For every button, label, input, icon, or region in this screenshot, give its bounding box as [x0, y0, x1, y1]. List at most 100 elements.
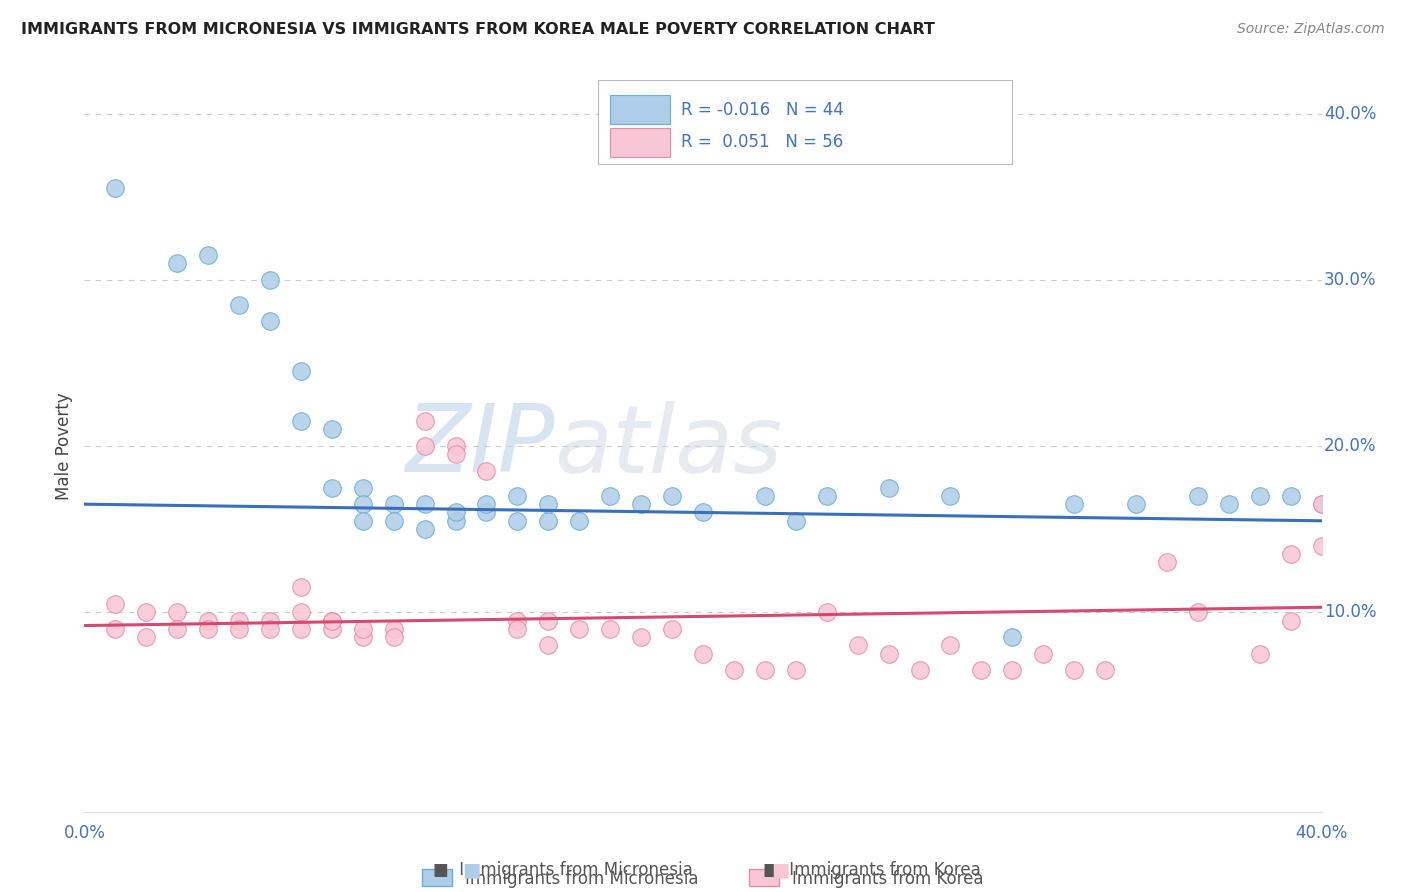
Point: [630, 630, 652, 644]
Point: [1063, 664, 1085, 678]
Text: 10.0%: 10.0%: [1324, 603, 1376, 621]
Point: [413, 414, 436, 428]
Point: [444, 439, 467, 453]
Point: [692, 506, 714, 520]
Text: ZIP: ZIP: [405, 401, 554, 491]
Point: [135, 630, 157, 644]
Point: [537, 514, 560, 528]
Point: [413, 439, 436, 453]
Point: [1032, 647, 1054, 661]
Point: [1249, 647, 1271, 661]
Text: 30.0%: 30.0%: [1324, 271, 1376, 289]
Point: [166, 622, 188, 636]
Point: [1279, 489, 1302, 503]
Point: [382, 497, 405, 511]
Point: [135, 605, 157, 619]
Point: [166, 605, 188, 619]
Point: [1156, 555, 1178, 569]
Point: [877, 647, 900, 661]
Point: [475, 464, 498, 478]
Text: ■: ■: [770, 860, 790, 880]
Point: [692, 647, 714, 661]
Point: [599, 489, 621, 503]
Point: [475, 497, 498, 511]
Point: [1187, 489, 1209, 503]
Bar: [610, 128, 669, 157]
Point: [970, 664, 993, 678]
Point: [630, 497, 652, 511]
Point: [228, 614, 250, 628]
Point: [1310, 497, 1333, 511]
Point: [877, 481, 900, 495]
Point: [1218, 497, 1240, 511]
Text: ■  Immigrants from Micronesia: ■ Immigrants from Micronesia: [433, 861, 692, 879]
Point: [104, 181, 127, 195]
Point: [444, 514, 467, 528]
Text: 20.0%: 20.0%: [1324, 437, 1376, 455]
Point: [1310, 539, 1333, 553]
Point: [723, 664, 745, 678]
Point: [815, 489, 838, 503]
Point: [352, 622, 374, 636]
Point: [537, 639, 560, 653]
Legend: Immigrants from Micronesia, Immigrants from Korea: Immigrants from Micronesia, Immigrants f…: [422, 870, 984, 888]
Point: [475, 506, 498, 520]
Point: [754, 664, 776, 678]
Point: [506, 622, 529, 636]
Point: [1279, 614, 1302, 628]
Point: [382, 622, 405, 636]
Text: ■: ■: [461, 860, 481, 880]
Bar: [610, 95, 669, 124]
Point: [506, 614, 529, 628]
Point: [599, 622, 621, 636]
Point: [939, 639, 962, 653]
Point: [537, 497, 560, 511]
Point: [1125, 497, 1147, 511]
Point: [785, 514, 807, 528]
Text: ■  Immigrants from Korea: ■ Immigrants from Korea: [763, 861, 980, 879]
Point: [444, 506, 467, 520]
Point: [1001, 664, 1024, 678]
Text: IMMIGRANTS FROM MICRONESIA VS IMMIGRANTS FROM KOREA MALE POVERTY CORRELATION CHA: IMMIGRANTS FROM MICRONESIA VS IMMIGRANTS…: [21, 22, 935, 37]
Point: [321, 481, 343, 495]
Point: [290, 605, 312, 619]
FancyBboxPatch shape: [598, 80, 1012, 164]
Point: [321, 614, 343, 628]
Point: [1063, 497, 1085, 511]
Point: [754, 489, 776, 503]
Text: R =  0.051   N = 56: R = 0.051 N = 56: [681, 134, 844, 152]
Point: [166, 256, 188, 270]
Point: [228, 298, 250, 312]
Point: [568, 622, 591, 636]
Point: [908, 664, 931, 678]
Point: [290, 414, 312, 428]
Text: R = -0.016   N = 44: R = -0.016 N = 44: [681, 101, 844, 119]
Point: [197, 622, 219, 636]
Point: [197, 248, 219, 262]
Point: [197, 614, 219, 628]
Point: [1279, 547, 1302, 561]
Point: [568, 514, 591, 528]
Point: [382, 514, 405, 528]
Point: [352, 630, 374, 644]
Point: [290, 364, 312, 378]
Point: [661, 489, 683, 503]
Point: [939, 489, 962, 503]
Point: [1187, 605, 1209, 619]
Text: atlas: atlas: [554, 401, 783, 491]
Point: [661, 622, 683, 636]
Point: [352, 481, 374, 495]
Point: [506, 514, 529, 528]
Text: Source: ZipAtlas.com: Source: ZipAtlas.com: [1237, 22, 1385, 37]
Point: [1001, 630, 1024, 644]
Point: [444, 447, 467, 461]
Point: [537, 614, 560, 628]
Point: [259, 314, 281, 328]
Y-axis label: Male Poverty: Male Poverty: [55, 392, 73, 500]
Point: [290, 580, 312, 594]
Point: [290, 622, 312, 636]
Point: [259, 273, 281, 287]
Point: [1341, 497, 1364, 511]
Point: [785, 664, 807, 678]
Point: [104, 622, 127, 636]
